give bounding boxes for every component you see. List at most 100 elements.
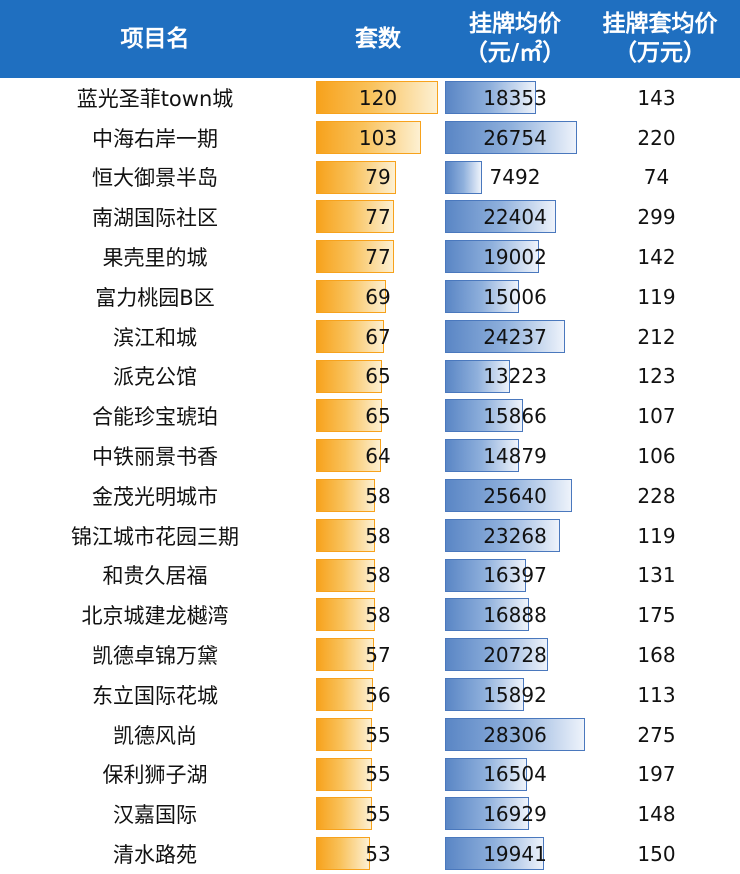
avg-price-value: 16504 — [483, 762, 547, 787]
project-name-cell: 中海右岸一期 — [92, 126, 218, 151]
avg-total-value: 131 — [637, 563, 676, 588]
avg-total-value: 119 — [637, 523, 676, 548]
avg-price-bar — [445, 280, 520, 313]
count-bar — [316, 120, 421, 154]
avg-price-value: 7492 — [489, 165, 541, 190]
avg-total-value: 275 — [637, 722, 676, 747]
avg-price-bar — [445, 558, 527, 592]
project-name-cell: 汉嘉国际 — [113, 803, 197, 828]
project-name-cell: 南湖国际社区 — [92, 206, 218, 231]
count-bar — [316, 439, 382, 473]
count-value: 58 — [365, 603, 391, 628]
avg-price-bar — [445, 81, 536, 114]
count-bar — [316, 757, 372, 791]
project-name-cell: 滨江和城 — [113, 325, 197, 350]
avg-price-value: 19002 — [483, 245, 547, 270]
count-value: 58 — [365, 563, 391, 588]
avg-total-value: 220 — [637, 125, 676, 150]
table-row: 和贵久居福 58 16397 131 — [0, 556, 740, 596]
avg-price-bar — [445, 797, 529, 831]
avg-total-value: 106 — [637, 444, 676, 469]
avg-price-bar — [445, 757, 527, 791]
header-project-name-label: 项目名 — [120, 25, 190, 52]
project-name-cell: 锦江城市花园三期 — [71, 524, 239, 549]
avg-price-value: 26754 — [483, 125, 547, 150]
count-value: 103 — [358, 125, 398, 150]
avg-total-value: 113 — [637, 682, 676, 707]
avg-price-bar — [445, 240, 539, 274]
count-value: 55 — [365, 802, 391, 827]
count-value: 56 — [365, 682, 391, 707]
count-value: 53 — [365, 842, 391, 867]
avg-price-bar — [445, 120, 578, 154]
avg-price-value: 15866 — [483, 404, 547, 429]
avg-price-value: 15892 — [483, 682, 547, 707]
count-bar — [316, 797, 372, 831]
avg-total-value: 74 — [643, 165, 670, 190]
project-name-cell: 保利狮子湖 — [102, 763, 208, 788]
project-name-cell: 北京城建龙樾湾 — [81, 604, 229, 629]
count-value: 64 — [365, 444, 391, 469]
header-count: 套数 — [316, 0, 440, 78]
count-bar — [316, 479, 375, 512]
count-bar — [316, 837, 370, 871]
table-row: 清水路苑 53 19941 150 — [0, 834, 740, 874]
avg-price-value: 18353 — [483, 85, 547, 110]
count-value: 57 — [365, 643, 391, 668]
count-value: 58 — [365, 523, 391, 548]
count-bar — [316, 558, 375, 592]
avg-total-value: 197 — [637, 762, 676, 787]
avg-price-value: 20728 — [483, 643, 547, 668]
header-avg-price: 挂牌均价 （元/㎡） — [445, 0, 585, 78]
project-name-cell: 合能珍宝琥珀 — [92, 405, 218, 430]
avg-price-value: 14879 — [483, 444, 547, 469]
table-row: 锦江城市花园三期 58 23268 119 — [0, 516, 740, 556]
table-row: 中铁丽景书香 64 14879 106 — [0, 436, 740, 476]
table-row: 南湖国际社区 77 22404 299 — [0, 197, 740, 237]
project-name-cell: 富力桃园B区 — [95, 285, 215, 310]
table-row: 恒大御景半岛 79 7492 74 — [0, 158, 740, 198]
header-avg-price-label: 挂牌均价 — [469, 11, 561, 37]
avg-price-value: 13223 — [483, 364, 547, 389]
avg-price-value: 24237 — [483, 324, 547, 349]
project-name-cell: 凯德卓锦万黛 — [92, 644, 218, 669]
header-avg-total-label: 挂牌套均价 — [602, 11, 718, 37]
avg-price-bar — [445, 518, 561, 552]
avg-price-value: 22404 — [483, 205, 547, 230]
header-avg-total-unit: （万元） — [614, 40, 706, 66]
count-bar — [316, 160, 397, 194]
count-value: 65 — [365, 364, 391, 389]
count-bar — [316, 359, 383, 393]
table-row: 东立国际花城 56 15892 113 — [0, 675, 740, 715]
project-name-cell: 中铁丽景书香 — [92, 445, 218, 470]
project-name-cell: 东立国际花城 — [92, 683, 218, 708]
table-row: 中海右岸一期 103 26754 220 — [0, 118, 740, 158]
avg-total-value: 107 — [637, 404, 676, 429]
count-value: 55 — [365, 762, 391, 787]
avg-total-value: 119 — [637, 284, 676, 309]
project-name-cell: 恒大御景半岛 — [92, 166, 218, 191]
project-name-cell: 清水路苑 — [113, 843, 197, 868]
avg-price-bar — [445, 319, 565, 353]
header-avg-price-unit: （元/㎡） — [464, 40, 566, 66]
count-bar — [316, 399, 383, 433]
avg-price-bar — [445, 359, 511, 393]
table-row: 果壳里的城 77 19002 142 — [0, 237, 740, 277]
avg-price-bar — [445, 638, 548, 672]
count-value: 69 — [365, 284, 391, 309]
table-row: 金茂光明城市 58 25640 228 — [0, 476, 740, 516]
avg-price-value: 23268 — [483, 523, 547, 548]
avg-price-bar — [445, 160, 483, 194]
count-bar — [316, 678, 373, 711]
count-bar — [316, 638, 374, 672]
count-bar — [316, 240, 395, 274]
avg-price-value: 16888 — [483, 603, 547, 628]
avg-price-value: 15006 — [483, 284, 547, 309]
project-name-cell: 派克公馆 — [113, 365, 197, 390]
project-name-cell: 金茂光明城市 — [92, 484, 218, 509]
avg-total-value: 142 — [637, 245, 676, 270]
count-value: 77 — [365, 245, 391, 270]
header-avg-total: 挂牌套均价 （万元） — [585, 0, 735, 78]
table-row: 北京城建龙樾湾 58 16888 175 — [0, 595, 740, 635]
project-name-cell: 果壳里的城 — [102, 246, 208, 271]
